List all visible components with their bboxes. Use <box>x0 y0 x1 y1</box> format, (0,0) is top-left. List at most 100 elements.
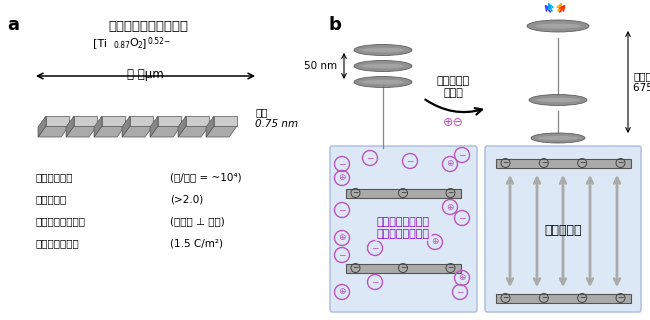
Text: ⊕: ⊕ <box>338 234 346 243</box>
Text: 最大で
675 nm: 最大で 675 nm <box>633 71 650 93</box>
Text: −: − <box>366 154 374 163</box>
Polygon shape <box>206 116 214 137</box>
Ellipse shape <box>538 136 578 140</box>
FancyArrowPatch shape <box>534 178 540 284</box>
Bar <box>495 293 630 302</box>
Text: ⊕⊖: ⊕⊖ <box>443 116 463 129</box>
Text: (幅/厚み = ~10⁴): (幅/厚み = ~10⁴) <box>170 172 242 182</box>
Text: −: − <box>456 287 463 297</box>
Text: 特異な磁場配向性: 特異な磁場配向性 <box>35 216 85 226</box>
Ellipse shape <box>529 94 587 106</box>
Ellipse shape <box>527 20 589 32</box>
Text: ]: ] <box>142 38 146 48</box>
Text: ⊕: ⊕ <box>458 274 466 283</box>
Text: −: − <box>400 188 406 197</box>
Text: 余剰イオン
の除去: 余剰イオン の除去 <box>436 76 469 98</box>
Polygon shape <box>94 126 125 137</box>
Text: b: b <box>328 16 341 34</box>
Text: (シート ⊥ 磁場): (シート ⊥ 磁場) <box>170 216 225 226</box>
Ellipse shape <box>361 48 405 52</box>
Text: ⊕: ⊕ <box>338 173 346 182</box>
Ellipse shape <box>531 133 585 143</box>
Text: −: − <box>458 150 466 159</box>
Ellipse shape <box>361 64 405 68</box>
Text: −: − <box>338 205 346 214</box>
Polygon shape <box>122 116 130 137</box>
Polygon shape <box>66 116 74 137</box>
Text: ⊕: ⊕ <box>431 237 439 246</box>
Text: −: − <box>371 277 379 286</box>
Text: −: − <box>400 263 406 273</box>
Text: 0.87: 0.87 <box>113 41 130 50</box>
Text: 高い屈折率: 高い屈折率 <box>35 194 66 204</box>
Text: −: − <box>352 263 359 273</box>
Text: −: − <box>406 156 414 165</box>
Text: −: − <box>541 293 547 302</box>
Polygon shape <box>178 116 186 137</box>
Polygon shape <box>130 116 153 126</box>
Text: 余剰イオンによる
静電反発力の遥蔽: 余剰イオンによる 静電反発力の遥蔽 <box>376 217 430 239</box>
FancyArrowPatch shape <box>614 178 620 284</box>
Text: −: − <box>541 158 547 167</box>
Ellipse shape <box>535 24 581 28</box>
Ellipse shape <box>354 60 412 71</box>
Text: 幅 数μm: 幅 数μm <box>127 68 163 81</box>
Polygon shape <box>46 116 69 126</box>
Polygon shape <box>94 116 102 137</box>
Polygon shape <box>102 116 125 126</box>
Text: −: − <box>502 158 509 167</box>
Text: ⊕: ⊕ <box>447 159 454 169</box>
Polygon shape <box>74 116 97 126</box>
Polygon shape <box>38 116 46 137</box>
Polygon shape <box>150 126 181 137</box>
Text: −: − <box>338 251 346 260</box>
Polygon shape <box>122 126 153 137</box>
Text: −: − <box>502 293 509 302</box>
Polygon shape <box>158 116 181 126</box>
Polygon shape <box>150 116 158 137</box>
Ellipse shape <box>536 98 580 102</box>
Text: ⊕: ⊕ <box>447 203 454 212</box>
FancyArrowPatch shape <box>507 178 513 284</box>
Text: −: − <box>352 188 359 197</box>
Text: 厚み
0.75 nm: 厚み 0.75 nm <box>255 107 298 129</box>
FancyArrowPatch shape <box>587 178 593 284</box>
Text: O: O <box>129 38 138 48</box>
Text: 高い負電荷密度: 高い負電荷密度 <box>35 238 79 248</box>
Text: a: a <box>7 16 19 34</box>
FancyBboxPatch shape <box>485 146 641 312</box>
Text: 50 nm: 50 nm <box>304 61 337 71</box>
Polygon shape <box>186 116 209 126</box>
Ellipse shape <box>354 44 412 55</box>
Polygon shape <box>38 126 69 137</box>
Text: −: − <box>618 293 624 302</box>
Text: 酸化チタンナノシート: 酸化チタンナノシート <box>108 20 188 33</box>
Text: 高軸比の形状: 高軸比の形状 <box>35 172 73 182</box>
Text: (>2.0): (>2.0) <box>170 194 203 204</box>
Text: (1.5 C/m²): (1.5 C/m²) <box>170 238 223 248</box>
Ellipse shape <box>361 80 405 84</box>
Text: −: − <box>579 293 586 302</box>
FancyArrowPatch shape <box>560 178 566 284</box>
Polygon shape <box>214 116 237 126</box>
Text: −: − <box>618 158 624 167</box>
Text: 0.52−: 0.52− <box>147 37 170 46</box>
Text: −: − <box>338 159 346 169</box>
Bar <box>346 263 460 273</box>
Text: −: − <box>447 263 454 273</box>
Text: −: − <box>371 244 379 252</box>
FancyBboxPatch shape <box>330 146 477 312</box>
Text: −: − <box>458 213 466 222</box>
Text: ⊕: ⊕ <box>338 287 346 297</box>
Text: [Ti: [Ti <box>93 38 107 48</box>
Ellipse shape <box>354 76 412 87</box>
Text: −: − <box>447 188 454 197</box>
Bar <box>346 188 460 197</box>
Polygon shape <box>178 126 209 137</box>
Polygon shape <box>66 126 97 137</box>
Text: 2: 2 <box>137 41 142 50</box>
Polygon shape <box>206 126 237 137</box>
Text: −: − <box>579 158 586 167</box>
Text: 静電反発力: 静電反発力 <box>544 223 582 236</box>
Bar <box>495 158 630 167</box>
